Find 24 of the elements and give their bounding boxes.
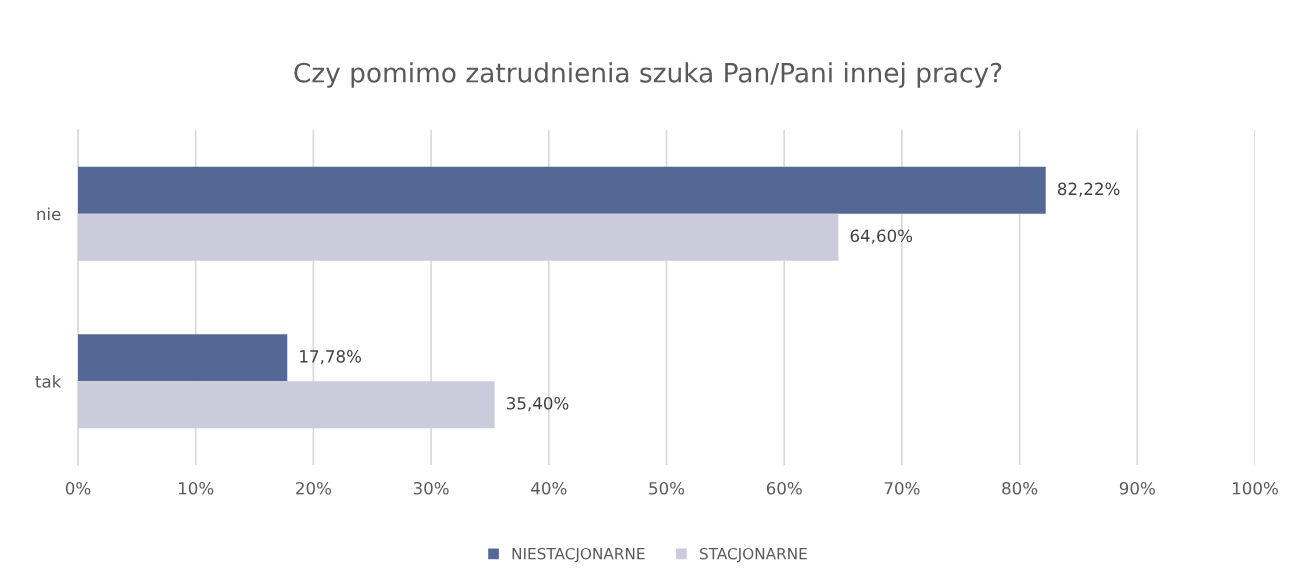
x-tick-label: 30% xyxy=(413,481,449,495)
bar xyxy=(78,334,288,382)
legend-label: STACJONARNE xyxy=(700,547,807,563)
chart-title: Czy pomimo zatrudnienia szuka Pan/Pani innej pracy? xyxy=(294,62,1002,88)
bar xyxy=(78,166,1046,214)
x-tick-label: 90% xyxy=(1119,481,1155,495)
x-tick-label: 80% xyxy=(1002,481,1038,495)
bar xyxy=(78,381,495,429)
x-tick-label: 50% xyxy=(649,481,685,495)
bar xyxy=(78,213,839,261)
data-label: 64,60% xyxy=(850,229,913,244)
x-tick-label: 60% xyxy=(766,481,802,495)
x-tick-label: 70% xyxy=(884,481,920,495)
legend-label: NIESTACJONARNE xyxy=(512,547,645,563)
x-tick-label: 20% xyxy=(296,481,331,495)
data-label: 82,22% xyxy=(1057,182,1120,197)
x-tick-label: 100% xyxy=(1233,481,1278,495)
x-tick-label: 0% xyxy=(65,481,91,495)
y-tick-label: tak xyxy=(35,374,62,388)
data-label: 35,40% xyxy=(507,396,569,412)
x-tick-label: 40% xyxy=(531,481,567,495)
x-tick-label: 10% xyxy=(179,481,214,495)
data-label: 17,78% xyxy=(300,350,362,365)
y-tick-label: nie xyxy=(37,207,61,221)
